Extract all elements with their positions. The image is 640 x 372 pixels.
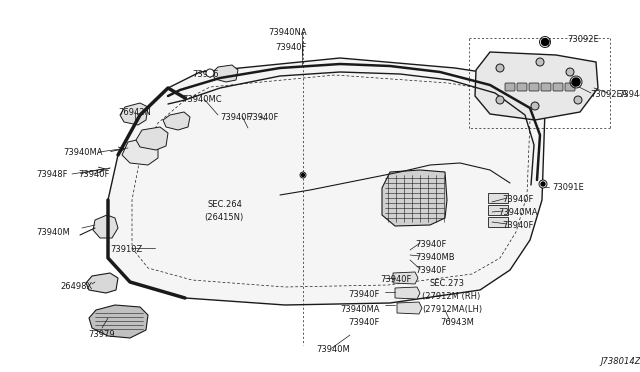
Text: 73940F: 73940F (348, 290, 380, 299)
Circle shape (541, 182, 545, 186)
Text: 73940F: 73940F (502, 221, 533, 230)
Text: 73944MA: 73944MA (618, 90, 640, 99)
Polygon shape (397, 302, 422, 314)
Polygon shape (120, 103, 148, 125)
Text: 73940MC: 73940MC (182, 95, 221, 104)
Circle shape (300, 172, 306, 178)
Circle shape (566, 68, 574, 76)
Text: 73940F: 73940F (380, 275, 412, 284)
Text: 73940MA: 73940MA (498, 208, 538, 217)
Text: (27912MA(LH): (27912MA(LH) (422, 305, 482, 314)
Text: (26415N): (26415N) (204, 213, 243, 222)
Polygon shape (136, 127, 168, 150)
Text: 73940MB: 73940MB (415, 253, 454, 262)
Circle shape (541, 38, 548, 45)
FancyBboxPatch shape (565, 83, 575, 91)
Polygon shape (488, 205, 508, 215)
FancyBboxPatch shape (505, 83, 515, 91)
Text: 73940F: 73940F (220, 113, 252, 122)
Text: SEC.264: SEC.264 (208, 200, 243, 209)
Text: J738014Z: J738014Z (600, 357, 640, 366)
Polygon shape (475, 52, 598, 120)
Polygon shape (393, 272, 418, 284)
Polygon shape (108, 58, 545, 305)
Text: 73940MA: 73940MA (340, 305, 380, 314)
Polygon shape (163, 112, 190, 130)
Text: 73910Z: 73910Z (110, 245, 142, 254)
Polygon shape (89, 305, 148, 338)
Text: 73091E: 73091E (552, 183, 584, 192)
Polygon shape (212, 65, 238, 82)
FancyBboxPatch shape (553, 83, 563, 91)
Text: 26498X: 26498X (60, 282, 92, 291)
Text: 73940F: 73940F (247, 113, 278, 122)
Circle shape (496, 96, 504, 104)
Circle shape (496, 64, 504, 72)
Text: 73940F: 73940F (502, 195, 533, 204)
Text: 76942N: 76942N (118, 108, 151, 117)
Polygon shape (488, 193, 508, 203)
Text: 73940F: 73940F (415, 240, 446, 249)
Polygon shape (488, 217, 508, 227)
Text: 73996: 73996 (192, 70, 219, 79)
Polygon shape (86, 273, 118, 293)
Polygon shape (93, 215, 118, 238)
Text: 73940M: 73940M (316, 345, 349, 354)
Text: SEC.273: SEC.273 (430, 279, 465, 288)
Text: 73940F: 73940F (415, 266, 446, 275)
Circle shape (206, 69, 214, 77)
Text: 73940MA: 73940MA (63, 148, 102, 157)
Circle shape (536, 58, 544, 66)
FancyBboxPatch shape (529, 83, 539, 91)
Polygon shape (395, 287, 420, 299)
Circle shape (531, 102, 539, 110)
Text: 73940M: 73940M (36, 228, 70, 237)
Polygon shape (382, 170, 447, 226)
Circle shape (539, 180, 547, 188)
Text: 73948F: 73948F (36, 170, 67, 179)
Circle shape (574, 96, 582, 104)
Text: 73092E: 73092E (567, 35, 599, 44)
Text: 76943M: 76943M (440, 318, 474, 327)
Circle shape (572, 78, 580, 86)
Text: 73940F: 73940F (275, 43, 307, 52)
Polygon shape (122, 138, 158, 165)
Text: 73940F: 73940F (78, 170, 109, 179)
FancyBboxPatch shape (517, 83, 527, 91)
Text: 73940NA: 73940NA (268, 28, 307, 37)
FancyBboxPatch shape (541, 83, 551, 91)
Text: 73979: 73979 (88, 330, 115, 339)
Text: 73940F: 73940F (348, 318, 380, 327)
Text: (27912M (RH): (27912M (RH) (422, 292, 480, 301)
Circle shape (301, 173, 305, 176)
Text: 73092EA: 73092EA (590, 90, 627, 99)
